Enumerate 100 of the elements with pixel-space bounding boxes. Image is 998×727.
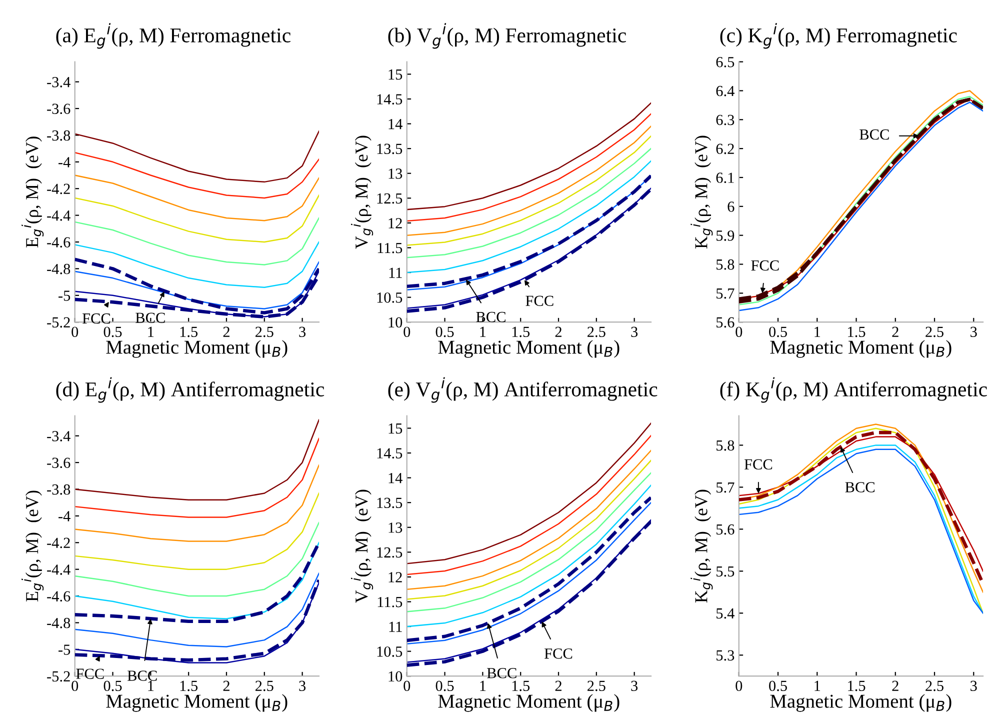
- x-tick-label: 1: [148, 680, 154, 691]
- y-tick-label: 5.7: [716, 288, 734, 299]
- x-tick-label: 2: [223, 680, 230, 691]
- x-tick-label: 2.5: [256, 680, 274, 692]
- x-tick-label: 0.5: [436, 326, 454, 338]
- y-tick-label: -3.6: [47, 104, 70, 114]
- y-tick-label: -5.2: [47, 671, 70, 682]
- y-axis-title: V$_{g}$$^{i}$(ρ, M) (eV): [350, 136, 374, 249]
- y-tick-label: -4.6: [47, 237, 70, 248]
- y-tick-label: 5.3: [716, 650, 734, 661]
- y-tick-label: 6.3: [716, 114, 734, 126]
- x-tick-label: 0.5: [769, 680, 787, 692]
- annotation: BCC: [845, 482, 875, 492]
- y-tick-label: 15: [388, 423, 402, 434]
- y-axis-title: K$_{g}$$^{i}$(ρ, M) (eV): [690, 490, 713, 603]
- x-tick-label: 1: [480, 326, 486, 337]
- y-tick-label: -3.8: [47, 130, 70, 141]
- x-tick-label: 2: [555, 680, 562, 691]
- y-tick-label: -4.2: [47, 538, 70, 548]
- y-tick-label: -4.8: [47, 264, 70, 274]
- y-tick-label: 11.5: [378, 242, 402, 254]
- y-tick-label: 11: [389, 622, 402, 632]
- x-tick-label: 0: [736, 680, 742, 692]
- chart-title: (b) V$_{g}$$^{i}$(ρ, M) Ferromagnetic: [388, 23, 626, 49]
- y-tick-label: 6.1: [716, 172, 734, 184]
- x-tick-label: 1.5: [848, 326, 866, 338]
- y-tick-label: 12: [388, 218, 402, 228]
- chart-title: (a) E$_{g}$$^{i}$(ρ, M) Ferromagnetic: [56, 23, 290, 49]
- y-tick-label: -3.8: [47, 484, 70, 495]
- y-tick-label: 10: [388, 317, 402, 328]
- y-axis-title: E$_{g}$$^{i}$(ρ, M) (eV): [22, 490, 44, 602]
- annotation: BCC: [476, 312, 506, 322]
- x-axis-title: Magnetic Moment (μ$_{B}$): [438, 340, 620, 358]
- x-tick-label: 2: [892, 680, 898, 691]
- y-tick-label: 10.5: [377, 292, 402, 303]
- x-tick-label: 1: [480, 680, 486, 691]
- y-tick-label: 14.5: [377, 448, 402, 459]
- y-tick-label: -3.4: [47, 431, 70, 442]
- x-tick-label: 2.5: [256, 326, 274, 338]
- x-tick-label: 3: [631, 680, 638, 692]
- y-tick-label: -4.8: [47, 618, 70, 628]
- x-tick-label: 3: [970, 680, 977, 692]
- y-tick-label: -4.4: [47, 564, 70, 575]
- x-tick-label: 1: [148, 326, 154, 337]
- y-tick-label: 12: [388, 572, 402, 582]
- y-tick-label: 12.5: [377, 547, 402, 558]
- x-tick-label: 3: [299, 680, 306, 692]
- x-tick-label: 0: [736, 326, 742, 338]
- y-tick-label: 10.5: [377, 646, 402, 657]
- x-tick-label: 2.5: [588, 326, 606, 338]
- y-tick-label: 6.4: [716, 86, 734, 96]
- y-tick-label: -4.2: [47, 184, 70, 194]
- y-tick-label: 14: [388, 473, 402, 484]
- x-axis-title: Magnetic Moment (μ$_{B}$): [770, 694, 952, 712]
- x-tick-label: 1: [814, 326, 820, 337]
- y-tick-label: -4.4: [47, 210, 70, 221]
- y-tick-label: -4.6: [47, 591, 70, 602]
- y-tick-label: 5.9: [716, 230, 734, 241]
- annotation: BCC: [860, 129, 889, 140]
- x-tick-label: 2.5: [926, 326, 944, 338]
- y-tick-label: -5.2: [47, 317, 70, 328]
- y-tick-label: -3.6: [47, 458, 70, 468]
- x-tick-label: 1.5: [848, 680, 866, 692]
- y-tick-label: 6.5: [716, 56, 734, 68]
- x-axis-title: Magnetic Moment (μ$_{B}$): [106, 694, 288, 712]
- annotation: FCC: [744, 459, 772, 470]
- x-tick-label: 2: [223, 326, 230, 337]
- y-tick-label: 10: [388, 671, 402, 682]
- annotation: FCC: [526, 296, 554, 306]
- x-tick-label: 3: [970, 326, 977, 338]
- x-tick-label: 2.5: [926, 680, 944, 692]
- annotation: FCC: [82, 313, 110, 324]
- y-tick-label: -3.4: [47, 77, 70, 88]
- x-tick-label: 0: [72, 680, 78, 692]
- y-tick-label: 5.5: [716, 566, 734, 577]
- y-tick-label: 15: [388, 69, 402, 80]
- y-tick-label: 5.8: [716, 259, 734, 270]
- x-tick-label: 2: [892, 326, 898, 337]
- y-tick-label: -4: [58, 157, 70, 168]
- annotation: FCC: [76, 668, 104, 679]
- y-tick-label: 6: [728, 202, 734, 212]
- chart-title: (e) V$_{g}$$^{i}$(ρ, M) Antiferromagnetic: [388, 377, 658, 403]
- x-tick-label: 3: [299, 326, 306, 338]
- y-tick-label: 6.2: [716, 144, 734, 154]
- chart-title: (f) K$_{g}$$^{i}$(ρ, M) Antiferromagnetic: [720, 377, 987, 403]
- x-tick-label: 1.5: [180, 326, 198, 338]
- y-tick-label: 12.5: [377, 193, 402, 204]
- x-tick-label: 0.5: [104, 326, 122, 338]
- x-tick-label: 0.5: [436, 680, 454, 692]
- x-axis-title: Magnetic Moment (μ$_{B}$): [770, 340, 952, 358]
- x-tick-label: 1.5: [180, 680, 198, 692]
- y-tick-label: 13.5: [377, 144, 402, 154]
- y-tick-label: 5.6: [716, 317, 734, 328]
- y-tick-label: -5: [58, 644, 70, 655]
- y-tick-label: 5.6: [716, 524, 734, 535]
- y-tick-label: -4: [58, 511, 70, 522]
- y-tick-label: 5.4: [716, 608, 734, 619]
- annotation: FCC: [751, 260, 779, 271]
- x-tick-label: 0.5: [104, 680, 122, 692]
- x-tick-label: 0: [72, 326, 78, 338]
